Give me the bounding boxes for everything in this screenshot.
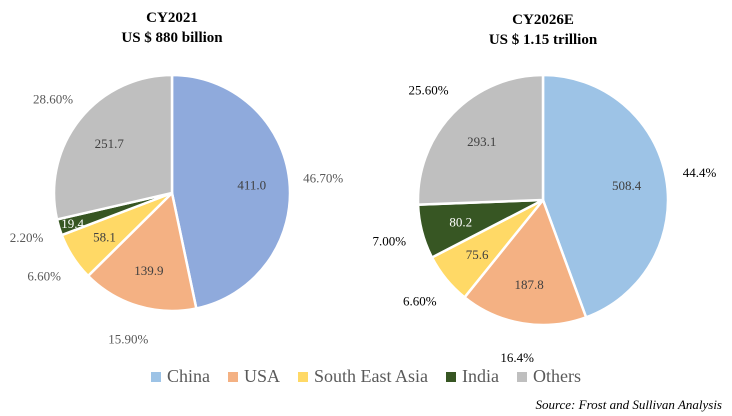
value-label: 58.1 (93, 229, 116, 244)
pie-slice-china (170, 73, 292, 310)
legend-swatch (298, 371, 308, 382)
legend-item-usa: USA (227, 366, 280, 387)
pie-slice-usa (462, 197, 588, 327)
legend-item-south-east-asia: South East Asia (298, 366, 428, 387)
value-label: 187.8 (515, 277, 544, 292)
subtitle: US $ 1.15 trillion (488, 32, 598, 48)
value-label: 411.0 (237, 178, 266, 193)
legend-item-china: China (150, 366, 210, 387)
percent-label: 16.4% (500, 350, 534, 365)
legend-label: South East Asia (314, 366, 429, 386)
legend-item-india: India (446, 366, 499, 387)
chart-title-2026: CY2026E US $ 1.15 trillion (423, 10, 663, 50)
value-label: 508.4 (612, 178, 642, 193)
legend-swatch (446, 371, 457, 382)
value-label: 75.6 (466, 247, 489, 262)
value-label: 293.1 (467, 134, 496, 149)
legend-label: India (462, 366, 499, 386)
percent-label: 44.4% (683, 165, 717, 180)
percent-label: 28.60% (33, 91, 73, 106)
pie-slice-china (541, 73, 670, 319)
legend-label: USA (243, 366, 280, 386)
pie-slice-others (52, 73, 174, 221)
percent-label: 25.60% (408, 83, 448, 98)
legend-item-others: Others (517, 366, 581, 387)
title: CY2026E (512, 12, 574, 28)
value-label: 139.9 (134, 263, 163, 278)
percent-label: 6.60% (27, 268, 61, 283)
value-label: 80.2 (449, 215, 472, 230)
legend-label: Others (533, 366, 581, 386)
legend-swatch (227, 371, 238, 382)
percent-label: 6.60% (403, 294, 437, 309)
pie-slice-usa (86, 190, 198, 313)
chart-title-2021: CY2021 US $ 880 billion (52, 8, 292, 48)
percent-label: 46.70% (303, 170, 343, 185)
source-note: Source: Frost and Sullivan Analysis (535, 397, 722, 412)
legend-label: China (166, 366, 210, 386)
subtitle: US $ 880 billion (121, 30, 223, 46)
percent-label: 7.00% (372, 233, 406, 248)
legend-swatch (150, 371, 161, 382)
title: CY2021 (146, 10, 198, 26)
value-label: 19.4 (61, 216, 84, 231)
pie-slice-others (416, 73, 545, 206)
percent-label: 2.20% (10, 230, 44, 245)
value-label: 251.7 (95, 136, 125, 151)
legend: China USA South East Asia India Others (0, 366, 732, 387)
percent-label: 15.90% (108, 332, 148, 347)
legend-swatch (517, 371, 527, 382)
